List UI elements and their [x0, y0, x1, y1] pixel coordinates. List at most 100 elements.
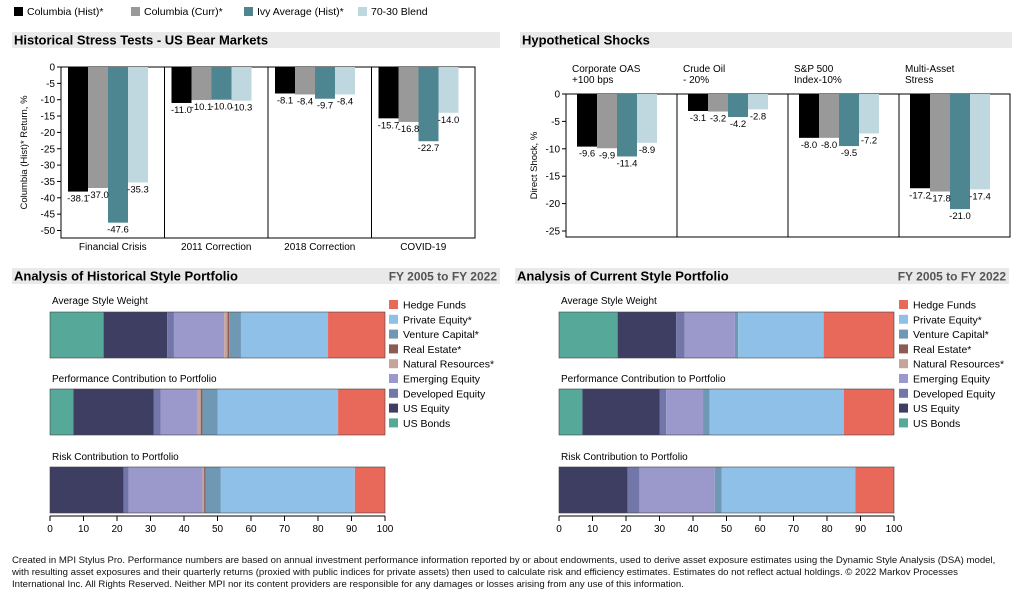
bar: [211, 67, 232, 100]
stack-segment: [160, 389, 198, 435]
style-legend-label: Emerging Equity: [913, 374, 991, 386]
bar: [597, 94, 617, 149]
stack-segment: [559, 389, 583, 435]
style-legend-label: Natural Resources*: [403, 359, 494, 371]
y-axis-label: Columbia (Hist)* Return, %: [19, 95, 30, 210]
data-label: -16.8: [398, 124, 420, 135]
row-label: Risk Contribution to Portfolio: [561, 452, 688, 463]
row-frame: [49, 388, 386, 436]
style-legend-swatch: [389, 403, 398, 413]
style-legend-swatch: [899, 403, 908, 413]
y-tick-label: -35: [41, 177, 56, 188]
data-label: -37.0: [87, 190, 109, 201]
x-tick-label: 80: [312, 524, 324, 535]
shocks-title: Hypothetical Shocks: [522, 33, 650, 48]
y-tick-label: -5: [551, 117, 560, 128]
category-label: Index-10%: [794, 75, 842, 86]
style-legend-label: Real Estate*: [913, 344, 971, 356]
stack-segment: [734, 312, 739, 358]
style-legend-label: Private Equity*: [403, 314, 472, 326]
x-tick-label: 40: [178, 524, 190, 535]
y-tick-label: -10: [546, 144, 561, 155]
category-label: COVID-19: [400, 242, 447, 253]
stack-segment: [220, 467, 355, 513]
legend-label: Columbia (Curr)*: [144, 6, 223, 18]
style-legend-label: US Bonds: [913, 418, 960, 430]
bar: [191, 67, 212, 101]
y-axis-label: Direct Shock, %: [529, 131, 540, 199]
category-label: S&P 500: [794, 64, 834, 75]
stack-segment: [50, 389, 74, 435]
hist-style-title: Analysis of Historical Style Portfolio: [14, 269, 238, 284]
style-legend-label: US Equity: [913, 403, 960, 415]
stack-segment: [50, 312, 104, 358]
category-label: Multi-Asset: [905, 64, 955, 75]
bar: [378, 67, 399, 119]
y-tick-label: -15: [41, 112, 56, 123]
row-label: Performance Contribution to Portfolio: [52, 374, 217, 385]
data-label: -10.1: [191, 102, 213, 113]
y-tick-label: -10: [41, 95, 56, 106]
stack-segment: [217, 389, 339, 435]
stack-segment: [714, 467, 722, 513]
section-header-bar: [12, 268, 500, 284]
legend-label: 70-30 Blend: [371, 6, 428, 18]
section-header-bar: [515, 268, 1009, 284]
y-tick-label: -5: [46, 79, 55, 90]
stack-segment: [200, 389, 203, 435]
y-tick-label: 0: [49, 63, 55, 74]
data-label: -11.0: [171, 105, 192, 116]
y-tick-label: -20: [41, 128, 56, 139]
bar: [231, 67, 252, 101]
stack-segment: [627, 467, 640, 513]
style-legend-label: Hedge Funds: [913, 300, 976, 312]
stack-segment: [338, 389, 385, 435]
data-label: -8.9: [639, 145, 655, 156]
y-tick-label: -15: [546, 172, 561, 183]
data-label: -3.1: [690, 113, 706, 124]
data-label: -11.4: [617, 158, 638, 169]
stack-segment: [738, 312, 824, 358]
y-tick-label: -25: [41, 144, 56, 155]
y-tick-label: -50: [41, 226, 56, 237]
stack-segment: [153, 389, 161, 435]
category-label: 2011 Correction: [181, 242, 251, 253]
style-legend-label: Private Equity*: [913, 314, 982, 326]
bar: [438, 67, 459, 113]
stack-segment: [202, 467, 205, 513]
footnote-disclaimer: Created in MPI Stylus Pro. Performance n…: [12, 555, 996, 590]
y-tick-label: -40: [41, 193, 56, 204]
style-legend-label: Hedge Funds: [403, 300, 466, 312]
row-frame: [558, 466, 895, 514]
bar: [398, 67, 419, 122]
style-legend-swatch: [389, 300, 398, 309]
x-tick-label: 90: [855, 524, 867, 535]
curr-style-title: Analysis of Current Style Portfolio: [517, 269, 729, 284]
bar: [637, 94, 657, 143]
stack-segment: [709, 389, 844, 435]
stack-segment: [229, 312, 241, 358]
stack-segment: [204, 467, 206, 513]
style-legend-label: Developed Equity: [403, 388, 486, 400]
bar: [128, 67, 148, 183]
stack-segment: [582, 389, 660, 435]
y-tick-label: 0: [554, 90, 560, 101]
bar: [970, 94, 990, 190]
stack-segment: [823, 312, 894, 358]
stack-segment: [559, 312, 618, 358]
x-tick-label: 30: [654, 524, 666, 535]
style-legend-label: US Equity: [403, 403, 450, 415]
bar: [688, 94, 708, 111]
x-tick-label: 60: [245, 524, 257, 535]
style-legend-label: Venture Capital*: [913, 329, 989, 341]
x-tick-label: 20: [111, 524, 123, 535]
data-label: -3.2: [710, 114, 726, 125]
bar: [68, 67, 88, 192]
stack-segment: [50, 467, 124, 513]
stack-segment: [205, 467, 221, 513]
data-label: -17.8: [929, 194, 951, 205]
data-label: -9.5: [841, 148, 857, 159]
stack-segment: [173, 312, 225, 358]
data-label: -22.7: [418, 143, 440, 154]
stack-segment: [123, 467, 129, 513]
